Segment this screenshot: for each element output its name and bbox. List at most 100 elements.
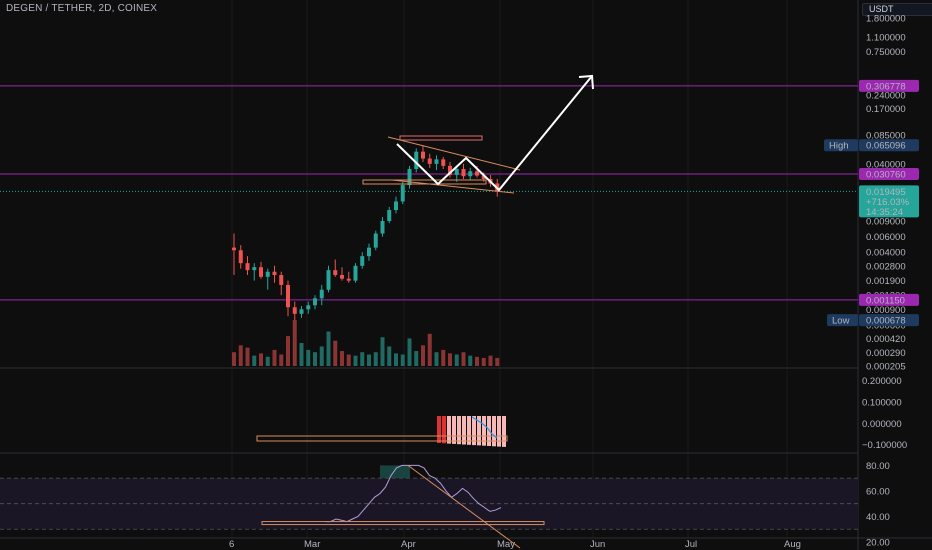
candle-body (373, 233, 378, 248)
volume-bar (259, 353, 263, 366)
level-price-badge (859, 293, 919, 306)
price-tick-label: 0.040000 (866, 159, 906, 170)
low-value-badge (859, 314, 919, 327)
time-tick-label: Aug (784, 539, 801, 550)
current-price-label: 0.019495 (866, 187, 906, 198)
high-value-badge (859, 139, 919, 152)
price-tick-label: 0.001900 (866, 276, 906, 287)
volume-bar (299, 343, 304, 366)
candle-body (353, 265, 358, 281)
high-value-label: 0.065096 (866, 141, 906, 152)
candle-body (286, 284, 290, 308)
candle-body (400, 185, 405, 202)
rsi-line (325, 464, 502, 523)
low-label: Low (832, 316, 850, 327)
rsi-tick-label: 60.00 (866, 486, 890, 497)
candle-body (434, 159, 439, 164)
histogram-bar (477, 416, 481, 446)
time-tick-label: Apr (401, 539, 416, 550)
time-tick-label: Jun (590, 539, 605, 550)
volume-bar (279, 354, 284, 366)
volume-bar (407, 338, 412, 366)
currency-selector[interactable]: USDT (862, 3, 932, 16)
candle-body (441, 159, 446, 166)
candle-body (360, 256, 365, 266)
rsi-tick-label: 40.00 (866, 512, 890, 523)
volume-bar (488, 355, 493, 366)
candle-body (427, 158, 432, 164)
channel-bottom-line (391, 179, 515, 194)
price-tick-label: 0.000420 (866, 334, 906, 345)
level-price-badge (859, 79, 919, 92)
level-price-label: 0.306778 (866, 81, 906, 92)
volume-bar (454, 354, 459, 366)
high-label: High (829, 141, 849, 152)
volume-bar (238, 345, 243, 366)
price-tick-label: 1.800000 (866, 14, 906, 25)
volume-bar (441, 349, 446, 366)
volume-bar (387, 346, 392, 366)
time-tick-label: Jul (685, 539, 697, 550)
histogram-bar (452, 416, 456, 444)
candle-body (319, 289, 324, 299)
histogram-bar (497, 416, 501, 447)
volume-bar (421, 345, 425, 366)
candle-body (387, 210, 392, 222)
time-tick-label: Mar (304, 539, 320, 550)
volume-bar (360, 352, 365, 366)
channel-top-line (387, 136, 521, 171)
candle-body (454, 169, 459, 175)
volume-bar (232, 352, 236, 366)
candle-body (238, 250, 243, 264)
time-tick-label: 6 (229, 539, 234, 550)
price-tick-label: 0.006000 (866, 232, 906, 243)
low-badge (827, 314, 858, 327)
volume-bar (414, 351, 419, 366)
candle-body (340, 275, 344, 279)
candle-body (252, 267, 257, 271)
candle-body (407, 169, 412, 186)
volume-bar (333, 340, 338, 366)
candle-body (245, 263, 250, 271)
level-price-label: 0.030760 (866, 169, 906, 180)
volume-bar (468, 355, 473, 366)
volume-bar (367, 354, 371, 366)
volume-bar (292, 320, 297, 366)
candle-body (299, 309, 304, 314)
volume-bar (380, 337, 385, 366)
high-badge (824, 139, 858, 152)
price-tick-label: 0.170000 (866, 104, 906, 115)
price-tick-label: 0.000205 (866, 362, 906, 373)
candle-body (421, 151, 425, 159)
rsi-overbought-fill (380, 465, 410, 479)
volume-bar (434, 352, 439, 366)
histogram-bar (462, 416, 466, 445)
volume-bar (495, 357, 500, 366)
volume-bar (461, 352, 466, 366)
volume-bar (340, 351, 344, 366)
volume-bar (475, 356, 479, 366)
time-tick-label: May (497, 539, 515, 550)
volume-bar (481, 357, 486, 366)
volume-bar (286, 336, 290, 366)
candle-body (292, 307, 297, 314)
candle-body (367, 247, 371, 257)
oscillator-tick-label: −0.100000 (862, 440, 907, 451)
oscillator-line (471, 416, 498, 439)
price-tick-label: 0.750000 (866, 47, 906, 58)
current-price-badge (859, 185, 919, 218)
price-tick-label: 0.009000 (866, 217, 906, 228)
rsi-tick-label: 80.00 (866, 461, 890, 472)
histogram-bar (447, 416, 451, 444)
volume-bar (306, 349, 311, 366)
rsi-zone-box (261, 521, 545, 526)
histogram-bar (492, 416, 496, 447)
candle-body (265, 271, 270, 277)
volume-bar (427, 333, 432, 366)
candle-body (232, 247, 236, 251)
chart-title: DEGEN / TETHER, 2D, COINEX (6, 3, 158, 14)
volume-bar (326, 331, 331, 366)
rsi-tick-label: 20.00 (866, 538, 890, 549)
candle-body (448, 165, 452, 175)
